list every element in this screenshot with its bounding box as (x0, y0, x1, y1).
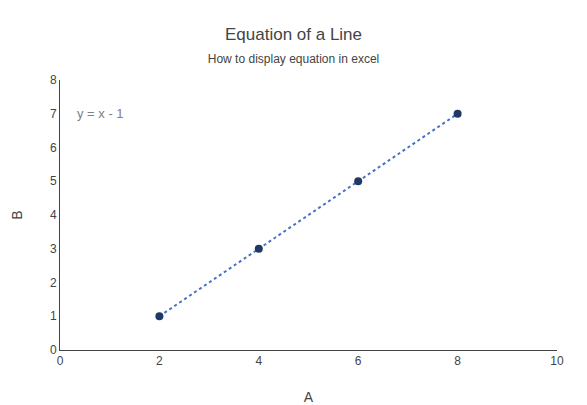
svg-text:2: 2 (50, 276, 57, 290)
svg-text:How to display equation in exc: How to display equation in excel (208, 52, 379, 66)
svg-text:3: 3 (50, 242, 57, 256)
svg-text:8: 8 (454, 354, 461, 368)
svg-text:Equation of a Line: Equation of a Line (225, 25, 362, 44)
svg-text:B: B (9, 210, 25, 219)
svg-text:y = x - 1: y = x - 1 (77, 106, 124, 121)
svg-text:8: 8 (50, 73, 57, 87)
svg-text:7: 7 (50, 107, 57, 121)
svg-text:6: 6 (355, 354, 362, 368)
svg-text:1: 1 (50, 309, 57, 323)
svg-text:0: 0 (57, 354, 64, 368)
svg-text:5: 5 (50, 174, 57, 188)
svg-text:0: 0 (50, 343, 57, 357)
svg-text:6: 6 (50, 141, 57, 155)
svg-text:10: 10 (550, 354, 564, 368)
svg-text:4: 4 (50, 208, 57, 222)
svg-text:A: A (304, 389, 314, 405)
svg-text:2: 2 (156, 354, 163, 368)
svg-text:4: 4 (255, 354, 262, 368)
